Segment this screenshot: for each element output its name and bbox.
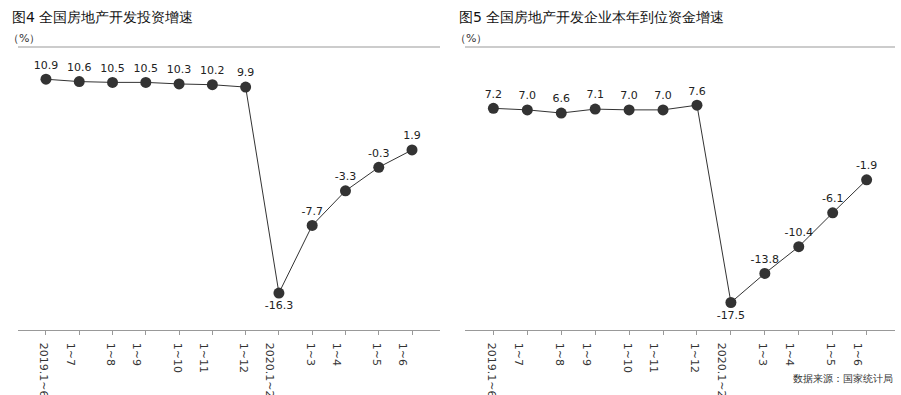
svg-text:1~5: 1~5 — [370, 343, 383, 366]
svg-text:1~9: 1~9 — [580, 343, 593, 366]
svg-text:-3.3: -3.3 — [335, 170, 356, 183]
svg-text:1~5: 1~5 — [824, 343, 837, 366]
svg-text:数据来源：国家统计局: 数据来源：国家统计局 — [793, 373, 893, 384]
svg-text:（%）: （%） — [455, 32, 487, 45]
svg-text:-1.9: -1.9 — [856, 159, 877, 172]
svg-text:-6.1: -6.1 — [822, 192, 843, 205]
svg-text:1~12: 1~12 — [688, 343, 701, 373]
svg-text:7.2: 7.2 — [485, 88, 503, 101]
svg-text:2020.1~2: 2020.1~2 — [715, 343, 728, 395]
svg-text:7.0: 7.0 — [519, 89, 537, 102]
svg-text:-13.8: -13.8 — [751, 253, 779, 266]
svg-text:1~7: 1~7 — [512, 343, 525, 366]
svg-text:1~10: 1~10 — [171, 343, 184, 373]
svg-text:1~4: 1~4 — [330, 343, 343, 366]
svg-text:2019.1~6: 2019.1~6 — [37, 343, 50, 395]
svg-text:10.2: 10.2 — [200, 64, 225, 77]
svg-text:1~4: 1~4 — [783, 343, 796, 366]
svg-text:-0.3: -0.3 — [368, 147, 389, 160]
svg-text:图5 全国房地产开发企业本年到位资金增速: 图5 全国房地产开发企业本年到位资金增速 — [459, 9, 724, 25]
svg-text:7.6: 7.6 — [688, 85, 706, 98]
svg-text:10.5: 10.5 — [100, 62, 125, 75]
svg-text:2020.1~2: 2020.1~2 — [263, 343, 276, 395]
svg-text:1~7: 1~7 — [64, 343, 77, 366]
svg-text:1~11: 1~11 — [647, 343, 660, 373]
svg-text:10.6: 10.6 — [67, 61, 92, 74]
svg-text:1~8: 1~8 — [553, 343, 566, 366]
svg-text:7.1: 7.1 — [586, 88, 604, 101]
svg-text:（%）: （%） — [8, 32, 40, 45]
svg-text:-16.3: -16.3 — [265, 299, 293, 312]
svg-text:10.3: 10.3 — [167, 63, 192, 76]
svg-text:6.6: 6.6 — [552, 92, 570, 105]
svg-text:1~6: 1~6 — [851, 343, 864, 366]
svg-text:1~10: 1~10 — [621, 343, 634, 373]
svg-text:图4 全国房地产开发投资增速: 图4 全国房地产开发投资增速 — [12, 9, 193, 25]
svg-text:1~8: 1~8 — [104, 343, 117, 366]
svg-text:-7.7: -7.7 — [301, 205, 322, 218]
svg-text:1~3: 1~3 — [304, 343, 317, 366]
svg-text:10.9: 10.9 — [34, 59, 59, 72]
svg-text:1~3: 1~3 — [756, 343, 769, 366]
svg-text:-17.5: -17.5 — [717, 309, 745, 322]
svg-text:7.0: 7.0 — [654, 89, 672, 102]
svg-text:1~11: 1~11 — [197, 343, 210, 373]
svg-text:10.5: 10.5 — [134, 62, 159, 75]
svg-text:1.9: 1.9 — [403, 129, 421, 142]
svg-text:9.9: 9.9 — [237, 66, 255, 79]
svg-text:1~12: 1~12 — [237, 343, 250, 373]
svg-text:7.0: 7.0 — [620, 89, 638, 102]
svg-text:1~9: 1~9 — [130, 343, 143, 366]
svg-text:2019.1~6: 2019.1~6 — [485, 343, 498, 395]
svg-text:-10.4: -10.4 — [785, 226, 813, 239]
svg-text:1~6: 1~6 — [396, 343, 409, 366]
